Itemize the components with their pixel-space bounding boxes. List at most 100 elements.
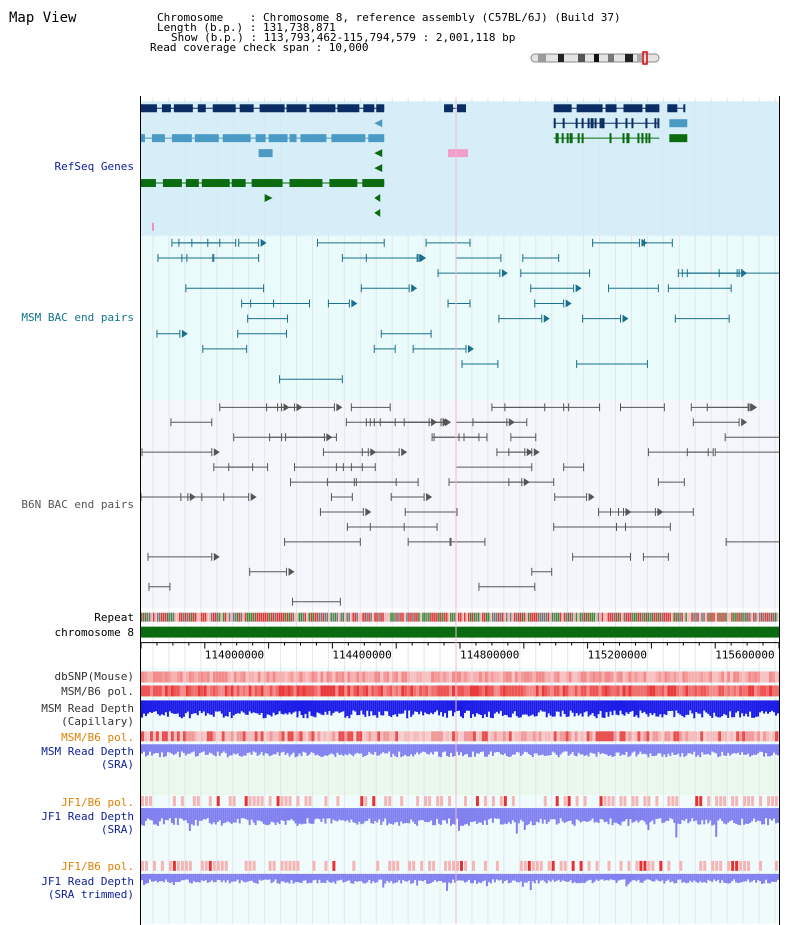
msm-cap-depth-bar [430, 700, 433, 713]
msm-sra-depth-bar [412, 744, 415, 757]
msm-depth-sra-label[interactable]: MSM Read Depth [41, 745, 134, 758]
jf1-sra-depth-bar [382, 808, 385, 822]
jf1-sra-depth-bar [258, 808, 261, 821]
msm-bac-pair-arrow [641, 238, 648, 247]
jf1-trim-depth-bar [679, 873, 682, 880]
jf1-trim-depth-bar [372, 873, 375, 882]
dbsnp-cell [658, 671, 662, 683]
msm-pol-cell [565, 685, 569, 697]
refseq-genes-label[interactable]: RefSeq Genes [54, 160, 134, 173]
jf1-trim-depth-bar [386, 873, 389, 881]
jf1-sra-depth-bar [519, 808, 522, 820]
repeat-segment [511, 612, 514, 622]
dbsnp-cell [161, 671, 165, 683]
msm-cap-depth-bar [190, 700, 193, 715]
msm-cap-depth-bar [282, 700, 285, 715]
msm-cap-depth-bar [352, 700, 355, 711]
msm-cap-depth-bar [354, 700, 357, 712]
b6n-bac-pair-arrow [741, 418, 748, 427]
msm-sra-depth-bar [465, 744, 468, 754]
repeat-segment [541, 612, 544, 622]
jf1-sra-depth-bar [607, 808, 610, 825]
repeat-segment [671, 612, 673, 622]
msm-sra-depth-bar [519, 744, 522, 757]
msm-pol2-cell [613, 731, 617, 742]
msm-pol-cell [775, 685, 779, 697]
jf1-trim-depth-bar [485, 873, 488, 887]
jf1-depth-sra-label[interactable]: JF1 Read Depth [41, 810, 134, 823]
dbsnp-cell [523, 671, 527, 683]
jf1-trim-depth-bar [258, 873, 261, 880]
jf1-trim-depth-bar [338, 873, 341, 881]
jf1-sra-depth-bar [302, 808, 305, 824]
msm-pol-cell [520, 685, 524, 697]
jf1-depth-trim-label[interactable]: JF1 Read Depth [41, 875, 134, 888]
msm-pol-cell [466, 685, 470, 697]
b6n-bac-label[interactable]: B6N BAC end pairs [21, 498, 134, 511]
repeat-segment [336, 612, 338, 622]
repeat-segment [420, 612, 422, 622]
dbsnp-cell [311, 671, 315, 683]
msm-cap-depth-bar [326, 700, 329, 715]
dbsnp-cell [230, 671, 234, 683]
msm-b6-pol2-label[interactable]: MSM/B6 pol. [61, 731, 134, 744]
jf1-sra-depth-bar [390, 808, 393, 824]
jf1-trim-depth-bar [144, 873, 147, 884]
jf1-trim-depth-bar [346, 873, 349, 881]
repeat-segment [577, 612, 580, 622]
gene-exon [626, 133, 629, 144]
jf1-sra-depth-bar [541, 808, 544, 824]
jf1-b6-pol2-label[interactable]: JF1/B6 pol. [61, 860, 134, 873]
jf1-sra-depth-bar [693, 808, 696, 822]
msm-pol2-cell [305, 731, 309, 742]
msm-bac-label[interactable]: MSM BAC end pairs [21, 311, 134, 324]
chromosome-ideogram[interactable] [528, 51, 662, 65]
jf1-b6-pol-label[interactable]: JF1/B6 pol. [61, 796, 134, 809]
jf1-sra-depth-bar [501, 808, 504, 825]
jf1-pol2-cell [332, 860, 336, 871]
msm-pol-cell [269, 685, 273, 697]
msm-pol-cell [260, 685, 264, 697]
jf1-trim-depth-bar [444, 873, 447, 883]
msm-cap-depth-bar [713, 700, 716, 713]
msm-pol2-cell [188, 731, 192, 742]
msm-cap-depth-bar [663, 700, 666, 715]
msm-pol2-cell [203, 731, 207, 742]
msm-pol2-cell [272, 731, 276, 742]
jf1-trim-depth-bar [252, 873, 255, 883]
dbsnp-cell [697, 671, 701, 683]
dbsnp-cell [227, 671, 231, 683]
msm-pol2-cell [212, 731, 216, 742]
jf1-trim-depth-bar [743, 873, 746, 882]
repeat-segment [463, 612, 466, 622]
jf1-pol-cell [448, 796, 452, 807]
repeat-segment [428, 612, 430, 622]
jf1-sra-depth-bar [192, 808, 195, 826]
msm-pol2-cell [182, 731, 186, 742]
jf1-trim-depth-bar [731, 873, 734, 882]
msm-sra-depth-bar [204, 744, 207, 755]
repeat-segment [743, 612, 745, 622]
msm-pol2-cell [341, 731, 345, 742]
jf1-sra-depth-bar [467, 808, 470, 826]
dbsnp-label[interactable]: dbSNP(Mouse) [54, 670, 134, 683]
msm-cap-depth-bar [372, 700, 375, 716]
msm-sra-depth-bar [659, 744, 662, 754]
genome-viewer[interactable]: 114000000 114400000 114800000 115200000 … [140, 96, 780, 925]
msm-sra-depth-bar [559, 744, 562, 755]
msm-sra-depth-bar [440, 744, 443, 758]
jf1-pol2-cell [667, 860, 671, 871]
repeat-segment [184, 612, 187, 622]
gene-exon [162, 179, 182, 188]
repeat-segment [338, 612, 340, 622]
repeat-segment [310, 612, 313, 622]
jf1-pol2-cell [268, 860, 272, 871]
msm-b6-pol-label[interactable]: MSM/B6 pol. [61, 685, 134, 698]
repeat-segment [150, 612, 153, 622]
msm-pol-cell [682, 685, 686, 697]
repeat-segment [617, 612, 620, 622]
msm-pol2-cell [383, 731, 387, 742]
dbsnp-cell [428, 671, 432, 683]
msm-sra-depth-bar [463, 744, 466, 755]
msm-depth-cap-label[interactable]: MSM Read Depth [41, 702, 134, 715]
